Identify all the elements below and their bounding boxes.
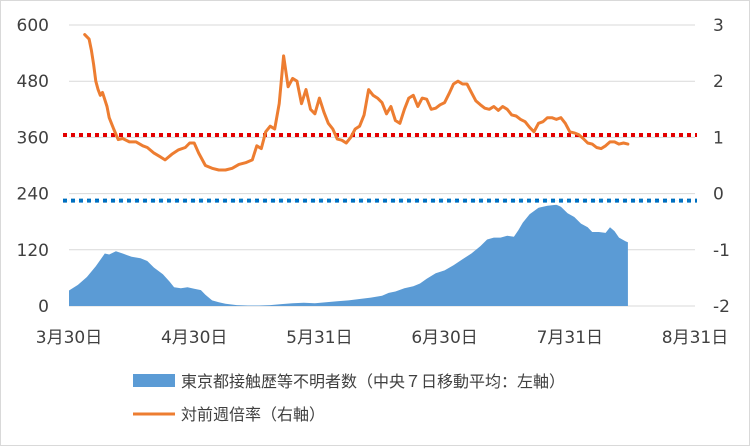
x-axis-ticks: 3月30日 4月30日 5月31日 6月30日 7月31日 8月31日	[36, 328, 728, 348]
right-tick-label: 0	[713, 185, 724, 205]
right-axis-ticks: -2 -1 0 1 2 3	[713, 16, 730, 317]
left-tick-label: 240	[17, 185, 49, 205]
legend-label-line: 対前週倍率（右軸）	[181, 405, 325, 424]
x-tick-label: 7月31日	[537, 328, 603, 348]
x-tick-label: 6月30日	[411, 328, 477, 348]
left-tick-label: 360	[17, 128, 49, 148]
legend: 東京都接触歴等不明者数（中央７日移動平均：左軸） 対前週倍率（右軸）	[133, 372, 565, 424]
right-tick-label: -1	[713, 241, 730, 261]
right-tick-label: 1	[713, 128, 724, 148]
x-tick-label: 3月30日	[36, 328, 102, 348]
left-tick-label: 120	[17, 241, 49, 261]
x-tick-label: 5月31日	[286, 328, 352, 348]
left-tick-label: 480	[17, 72, 49, 92]
x-tick-label: 4月30日	[161, 328, 227, 348]
area-series-layer	[69, 204, 628, 306]
line-series-week-over-week-ratio	[83, 33, 630, 172]
legend-swatch-area	[133, 374, 175, 387]
right-tick-label: 2	[713, 72, 724, 92]
area-series-unknown-contacts	[69, 204, 628, 306]
x-tick-label: 8月31日	[662, 328, 728, 348]
line-series-layer	[83, 33, 630, 172]
reference-lines-layer	[63, 133, 697, 203]
left-tick-label: 0	[38, 297, 49, 317]
right-tick-label: 3	[713, 16, 724, 36]
left-axis-ticks: 0 120 240 360 480 600	[17, 16, 49, 317]
legend-label-area: 東京都接触歴等不明者数（中央７日移動平均：左軸）	[181, 372, 565, 391]
left-tick-label: 600	[17, 16, 49, 36]
right-tick-label: -2	[713, 297, 730, 317]
